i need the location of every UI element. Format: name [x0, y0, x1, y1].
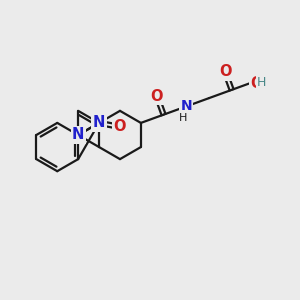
Text: N: N: [181, 99, 192, 113]
Text: N: N: [72, 128, 84, 142]
Text: O: O: [250, 76, 263, 91]
Text: H: H: [257, 76, 266, 89]
Text: H: H: [179, 113, 187, 123]
Text: N: N: [93, 116, 105, 130]
Text: O: O: [151, 88, 163, 104]
Text: O: O: [219, 64, 231, 79]
Text: O: O: [114, 119, 126, 134]
